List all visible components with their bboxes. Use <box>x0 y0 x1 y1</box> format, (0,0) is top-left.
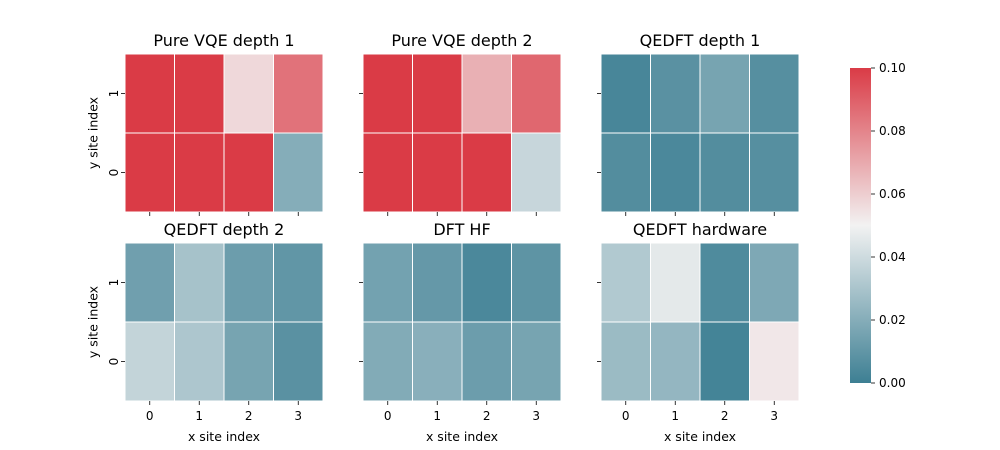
heatmap-cell <box>511 53 562 134</box>
panel-title: QEDFT hardware <box>633 220 767 239</box>
heatmap-cell <box>412 132 463 213</box>
heatmap-cell <box>650 53 701 134</box>
y-tick-label: 1 <box>107 90 121 98</box>
x-tick-label: 1 <box>195 409 203 423</box>
heatmap-panel: QEDFT depth 2 1 0 y site index 0 1 2 3 x site in… <box>85 220 324 444</box>
heatmap-cell <box>749 321 800 402</box>
heatmap-cell <box>699 132 750 213</box>
x-axis-label: x site index <box>188 429 260 444</box>
x-tick-label: 1 <box>433 409 441 423</box>
heatmap-cell <box>749 132 800 213</box>
heatmap-cell <box>412 242 463 323</box>
heatmap-panel: QEDFT hardware 0 1 2 3 x site index <box>597 220 800 444</box>
panel-title: DFT HF <box>433 220 490 239</box>
heatmap-cell <box>699 242 750 323</box>
colorbar-gradient <box>850 68 871 383</box>
x-tick-label: 2 <box>483 409 491 423</box>
heatmap-cell <box>650 132 701 213</box>
y-axis-label: y site index <box>85 97 100 169</box>
colorbar-tick-label: 0.00 <box>879 376 906 390</box>
colorbar-tick-label: 0.02 <box>879 313 906 327</box>
heatmap-cell <box>699 53 750 134</box>
heatmap-panel: Pure VQE depth 2 <box>359 31 562 216</box>
heatmap-cell <box>124 321 175 402</box>
heatmap-panel: DFT HF 0 1 2 3 x site index <box>359 220 562 444</box>
heatmap-cell <box>511 132 562 213</box>
heatmap-cell <box>650 242 701 323</box>
heatmap-cell <box>461 132 512 213</box>
heatmap-cell <box>124 132 175 213</box>
heatmap-cell <box>174 132 225 213</box>
heatmap-cell <box>511 321 562 402</box>
heatmap-cell <box>461 321 512 402</box>
heatmap-cell <box>650 321 701 402</box>
heatmap-cell <box>699 321 750 402</box>
heatmap-cell <box>362 242 413 323</box>
x-tick-label: 2 <box>245 409 253 423</box>
x-tick-label: 3 <box>532 409 540 423</box>
panel-title: Pure VQE depth 2 <box>391 31 532 50</box>
heatmap-cell <box>273 132 324 213</box>
heatmap-cell <box>273 242 324 323</box>
x-tick-label: 0 <box>146 409 154 423</box>
x-tick-label: 2 <box>721 409 729 423</box>
colorbar: 0.00 0.02 0.04 0.06 0.08 0.10 <box>850 61 906 390</box>
heatmap-cell <box>600 321 651 402</box>
heatmap-cell <box>124 53 175 134</box>
heatmap-cell <box>749 242 800 323</box>
x-axis-label: x site index <box>426 429 498 444</box>
y-tick-label: 0 <box>107 169 121 177</box>
x-tick-label: 3 <box>770 409 778 423</box>
heatmap-cell <box>174 53 225 134</box>
heatmap-cell <box>412 321 463 402</box>
heatmap-cell <box>600 53 651 134</box>
heatmap-cell <box>362 53 413 134</box>
y-tick-label: 1 <box>107 279 121 287</box>
panel-title: QEDFT depth 2 <box>164 220 285 239</box>
heatmap-cell <box>511 242 562 323</box>
colorbar-tick-label: 0.08 <box>879 124 906 138</box>
heatmap-cell <box>600 132 651 213</box>
colorbar-tick-label: 0.10 <box>879 61 906 75</box>
heatmap-cell <box>223 53 274 134</box>
heatmap-panel: Pure VQE depth 1 1 0 y site index <box>85 31 324 216</box>
colorbar-tick-label: 0.06 <box>879 187 906 201</box>
panel-title: Pure VQE depth 1 <box>153 31 294 50</box>
heatmap-cell <box>273 321 324 402</box>
x-tick-label: 3 <box>294 409 302 423</box>
y-axis-label: y site index <box>85 286 100 358</box>
heatmap-cell <box>223 321 274 402</box>
heatmap-cell <box>223 242 274 323</box>
heatmap-cell <box>174 321 225 402</box>
heatmap-panel: QEDFT depth 1 <box>597 31 800 216</box>
heatmap-cell <box>412 53 463 134</box>
x-axis-label: x site index <box>664 429 736 444</box>
x-tick-label: 0 <box>384 409 392 423</box>
heatmap-cell <box>749 53 800 134</box>
heatmap-cell <box>362 321 413 402</box>
heatmap-cell <box>124 242 175 323</box>
heatmap-cell <box>223 132 274 213</box>
heatmap-cell <box>461 53 512 134</box>
heatmap-cell <box>362 132 413 213</box>
heatmap-cell <box>174 242 225 323</box>
panel-title: QEDFT depth 1 <box>640 31 761 50</box>
heatmap-cell <box>600 242 651 323</box>
heatmap-cell <box>461 242 512 323</box>
heatmap-cell <box>273 53 324 134</box>
x-tick-label: 1 <box>671 409 679 423</box>
y-tick-label: 0 <box>107 358 121 366</box>
x-tick-label: 0 <box>622 409 630 423</box>
colorbar-tick-label: 0.04 <box>879 250 906 264</box>
